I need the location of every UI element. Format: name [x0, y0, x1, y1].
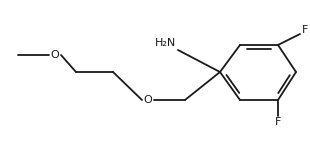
Text: F: F [302, 25, 308, 35]
Text: F: F [275, 117, 281, 127]
Text: H₂N: H₂N [155, 38, 176, 48]
Text: O: O [51, 50, 60, 60]
Text: O: O [144, 95, 153, 105]
